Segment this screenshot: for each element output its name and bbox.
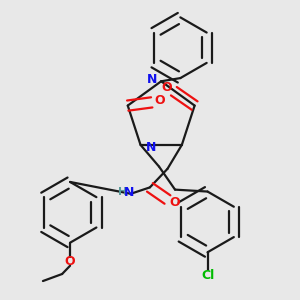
Text: O: O (154, 94, 165, 107)
Text: H: H (118, 187, 127, 197)
Text: O: O (161, 81, 172, 94)
Text: N: N (146, 141, 156, 154)
Text: N: N (147, 73, 158, 86)
Text: N: N (124, 186, 134, 199)
Text: O: O (65, 255, 75, 268)
Text: O: O (169, 196, 180, 209)
Text: Cl: Cl (201, 269, 214, 282)
